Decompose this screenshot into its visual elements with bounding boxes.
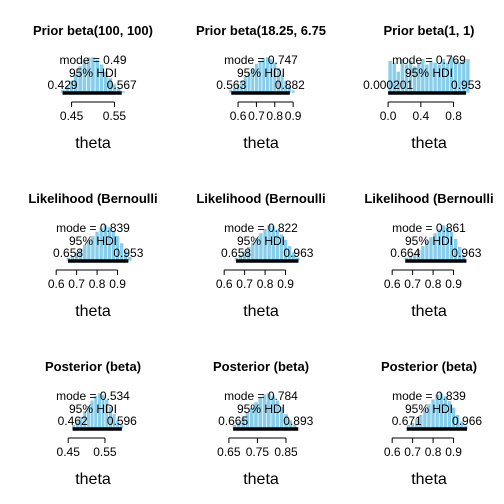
hdi-low-label: 0.658 — [221, 246, 251, 260]
chart-title: Likelihood (Bernoulli — [364, 191, 493, 206]
mode-label: mode = 0.839 — [392, 389, 466, 403]
x-axis-label: theta — [243, 303, 279, 320]
x-tick-label: 0.9 — [445, 277, 462, 291]
x-tick-label: 0.8 — [89, 277, 106, 291]
x-tick-label: 0.45 — [57, 445, 81, 459]
mode-label: mode = 0.839 — [56, 221, 130, 235]
x-tick-label: 0.85 — [274, 445, 298, 459]
x-tick-label: 0.6 — [216, 277, 233, 291]
hdi-high-label: 0.953 — [451, 78, 481, 92]
x-tick-label: 0.6 — [48, 277, 65, 291]
x-tick-label: 0.4 — [412, 109, 429, 123]
hdi-low-label: 0.664 — [390, 246, 420, 260]
hdi-label: 95% HDI — [405, 234, 453, 248]
hdi-low-label: 0.000201 — [363, 78, 413, 92]
histogram-bar — [465, 58, 471, 94]
hdi-high-label: 0.893 — [283, 414, 313, 428]
x-tick-label: 0.8 — [445, 109, 462, 123]
histogram-bar — [291, 89, 296, 94]
hdi-label: 95% HDI — [237, 402, 285, 416]
histogram-bar — [420, 245, 426, 262]
x-tick-label: 0.6 — [230, 109, 247, 123]
hdi-label: 95% HDI — [237, 234, 285, 248]
chart-title: Prior beta(1, 1) — [383, 23, 474, 38]
x-axis-label: theta — [243, 471, 279, 488]
hdi-low-label: 0.462 — [58, 414, 88, 428]
hdi-label: 95% HDI — [69, 66, 117, 80]
hdi-label: 95% HDI — [237, 66, 285, 80]
hdi-high-label: 0.567 — [107, 78, 137, 92]
x-tick-label: 0.6 — [384, 445, 401, 459]
x-tick-label: 0.0 — [380, 109, 397, 123]
hdi-low-label: 0.665 — [218, 414, 248, 428]
hdi-label: 95% HDI — [69, 234, 117, 248]
x-tick-label: 0.8 — [425, 277, 442, 291]
chart-title: Posterior (beta) — [213, 359, 309, 374]
x-tick-label: 0.55 — [103, 109, 127, 123]
x-tick-label: 0.7 — [68, 277, 85, 291]
x-tick-label: 0.8 — [257, 277, 274, 291]
x-tick-label: 0.45 — [60, 109, 84, 123]
hdi-high-label: 0.963 — [451, 246, 481, 260]
mode-label: mode = 0.769 — [392, 53, 466, 67]
x-tick-label: 0.65 — [217, 445, 241, 459]
x-tick-label: 0.7 — [236, 277, 253, 291]
chart-title: Posterior (beta) — [45, 359, 141, 374]
x-axis-label: theta — [75, 135, 111, 152]
x-tick-label: 0.9 — [445, 445, 462, 459]
x-tick-label: 0.9 — [277, 277, 294, 291]
hdi-low-label: 0.658 — [53, 246, 83, 260]
mode-label: mode = 0.747 — [224, 53, 298, 67]
x-tick-label: 0.7 — [404, 445, 421, 459]
x-axis-label: theta — [411, 471, 447, 488]
mode-label: mode = 0.784 — [224, 389, 298, 403]
x-tick-label: 0.8 — [425, 445, 442, 459]
chart-title: Likelihood (Bernoulli — [196, 191, 325, 206]
hdi-high-label: 0.596 — [107, 414, 137, 428]
mode-label: mode = 0.49 — [59, 53, 126, 67]
mode-label: mode = 0.822 — [224, 221, 298, 235]
x-tick-label: 0.7 — [248, 109, 265, 123]
mode-label: mode = 0.861 — [392, 221, 466, 235]
hdi-high-label: 0.882 — [275, 78, 305, 92]
hdi-low-label: 0.563 — [216, 78, 246, 92]
hdi-label: 95% HDI — [405, 402, 453, 416]
mode-label: mode = 0.534 — [56, 389, 130, 403]
hdi-high-label: 0.953 — [113, 246, 143, 260]
x-tick-label: 0.8 — [266, 109, 283, 123]
x-tick-label: 0.7 — [404, 277, 421, 291]
chart-title: Prior beta(18.25, 6.75 — [196, 23, 326, 38]
x-tick-label: 0.9 — [285, 109, 302, 123]
chart-title: Posterior (beta) — [381, 359, 477, 374]
hdi-high-label: 0.963 — [283, 246, 313, 260]
x-tick-label: 0.9 — [109, 277, 126, 291]
hdi-label: 95% HDI — [69, 402, 117, 416]
x-tick-label: 0.6 — [384, 277, 401, 291]
hdi-low-label: 0.429 — [48, 78, 78, 92]
chart-title: Prior beta(100, 100) — [33, 23, 153, 38]
x-tick-label: 0.55 — [93, 445, 117, 459]
x-tick-label: 0.75 — [246, 445, 270, 459]
x-axis-label: theta — [411, 303, 447, 320]
x-axis-label: theta — [411, 135, 447, 152]
x-axis-label: theta — [75, 303, 111, 320]
chart-title: Likelihood (Bernoulli — [28, 191, 157, 206]
hdi-high-label: 0.966 — [452, 414, 482, 428]
hdi-low-label: 0.671 — [392, 414, 422, 428]
histogram-bar — [127, 256, 133, 262]
x-axis-label: theta — [75, 471, 111, 488]
x-axis-label: theta — [243, 135, 279, 152]
hdi-label: 95% HDI — [405, 66, 453, 80]
